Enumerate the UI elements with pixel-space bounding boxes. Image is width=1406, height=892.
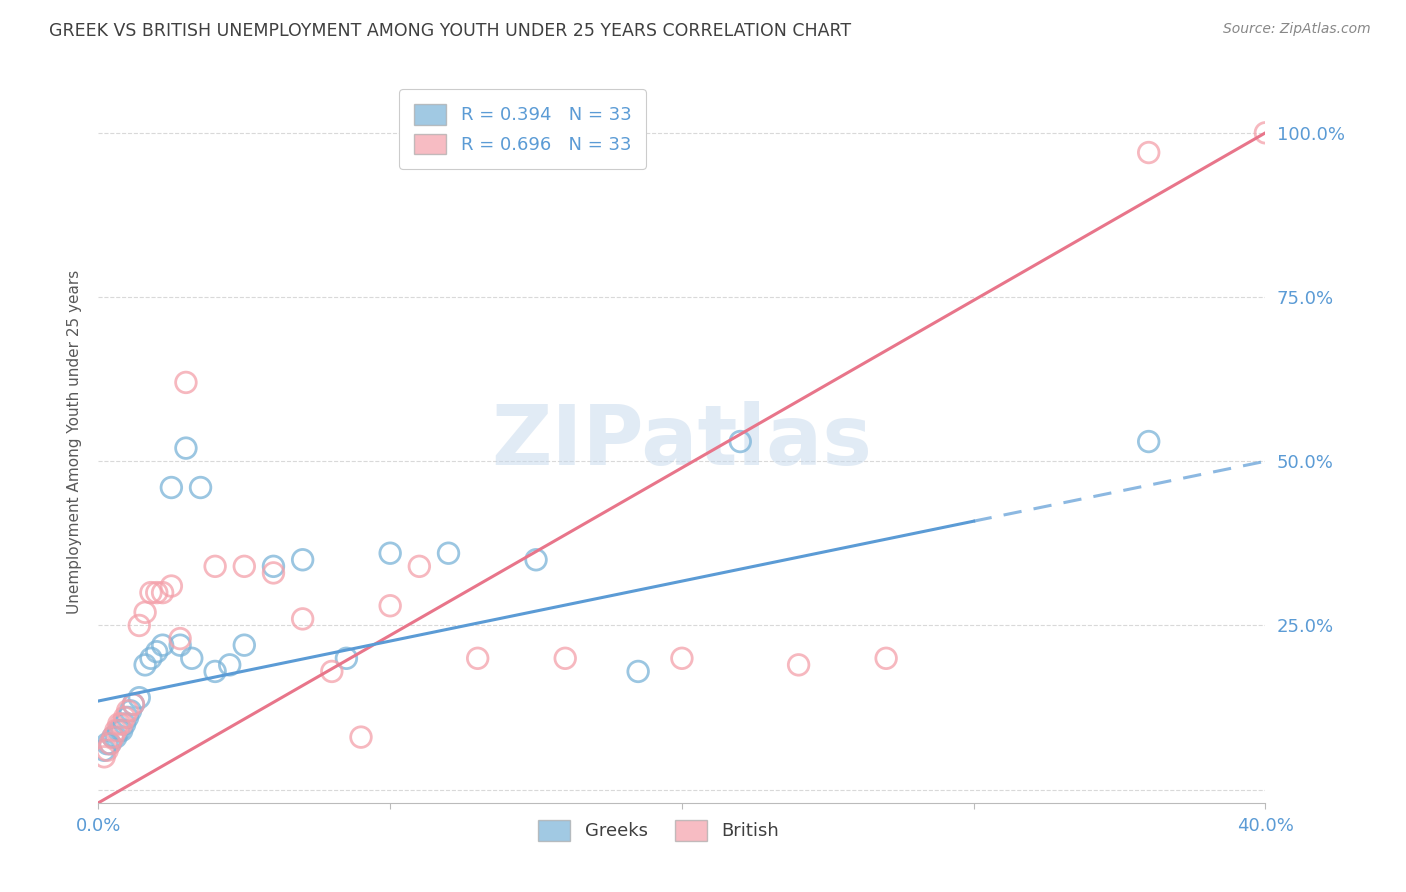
Text: ZIPatlas: ZIPatlas: [492, 401, 872, 482]
Point: [350, 730, 373, 744]
Point: [111, 723, 134, 738]
Point: [233, 559, 256, 574]
Point: [262, 566, 284, 580]
Point: [174, 376, 197, 390]
Point: [117, 710, 139, 724]
Point: [128, 618, 150, 632]
Point: [671, 651, 693, 665]
Point: [111, 717, 134, 731]
Point: [108, 723, 131, 738]
Point: [134, 657, 156, 672]
Point: [122, 698, 145, 712]
Point: [1137, 145, 1160, 160]
Point: [114, 710, 136, 724]
Point: [101, 730, 124, 744]
Legend: Greeks, British: Greeks, British: [530, 813, 786, 848]
Point: [93, 749, 115, 764]
Point: [152, 585, 174, 599]
Point: [96, 737, 118, 751]
Point: [101, 730, 124, 744]
Text: Source: ZipAtlas.com: Source: ZipAtlas.com: [1223, 22, 1371, 37]
Point: [134, 605, 156, 619]
Point: [93, 743, 115, 757]
Point: [524, 553, 547, 567]
Point: [120, 704, 142, 718]
Point: [160, 481, 183, 495]
Point: [152, 638, 174, 652]
Point: [233, 638, 256, 652]
Point: [437, 546, 460, 560]
Point: [1137, 434, 1160, 449]
Point: [104, 730, 127, 744]
Point: [169, 632, 191, 646]
Point: [108, 717, 131, 731]
Y-axis label: Unemployment Among Youth under 25 years: Unemployment Among Youth under 25 years: [66, 269, 82, 614]
Point: [160, 579, 183, 593]
Point: [117, 704, 139, 718]
Point: [262, 559, 284, 574]
Point: [875, 651, 897, 665]
Point: [218, 657, 240, 672]
Point: [1254, 126, 1277, 140]
Point: [627, 665, 650, 679]
Point: [730, 434, 752, 449]
Text: GREEK VS BRITISH UNEMPLOYMENT AMONG YOUTH UNDER 25 YEARS CORRELATION CHART: GREEK VS BRITISH UNEMPLOYMENT AMONG YOUT…: [49, 22, 852, 40]
Point: [787, 657, 810, 672]
Point: [146, 585, 169, 599]
Point: [174, 441, 197, 455]
Point: [146, 645, 169, 659]
Point: [122, 698, 145, 712]
Point: [104, 723, 127, 738]
Point: [96, 743, 118, 757]
Point: [98, 737, 121, 751]
Point: [321, 665, 343, 679]
Point: [408, 559, 430, 574]
Point: [114, 717, 136, 731]
Point: [180, 651, 202, 665]
Point: [467, 651, 489, 665]
Point: [139, 585, 162, 599]
Point: [554, 651, 576, 665]
Point: [204, 559, 226, 574]
Point: [291, 553, 314, 567]
Point: [139, 651, 162, 665]
Point: [128, 690, 150, 705]
Point: [380, 599, 402, 613]
Point: [98, 737, 121, 751]
Point: [190, 481, 212, 495]
Point: [380, 546, 402, 560]
Point: [169, 638, 191, 652]
Point: [335, 651, 357, 665]
Point: [291, 612, 314, 626]
Point: [204, 665, 226, 679]
